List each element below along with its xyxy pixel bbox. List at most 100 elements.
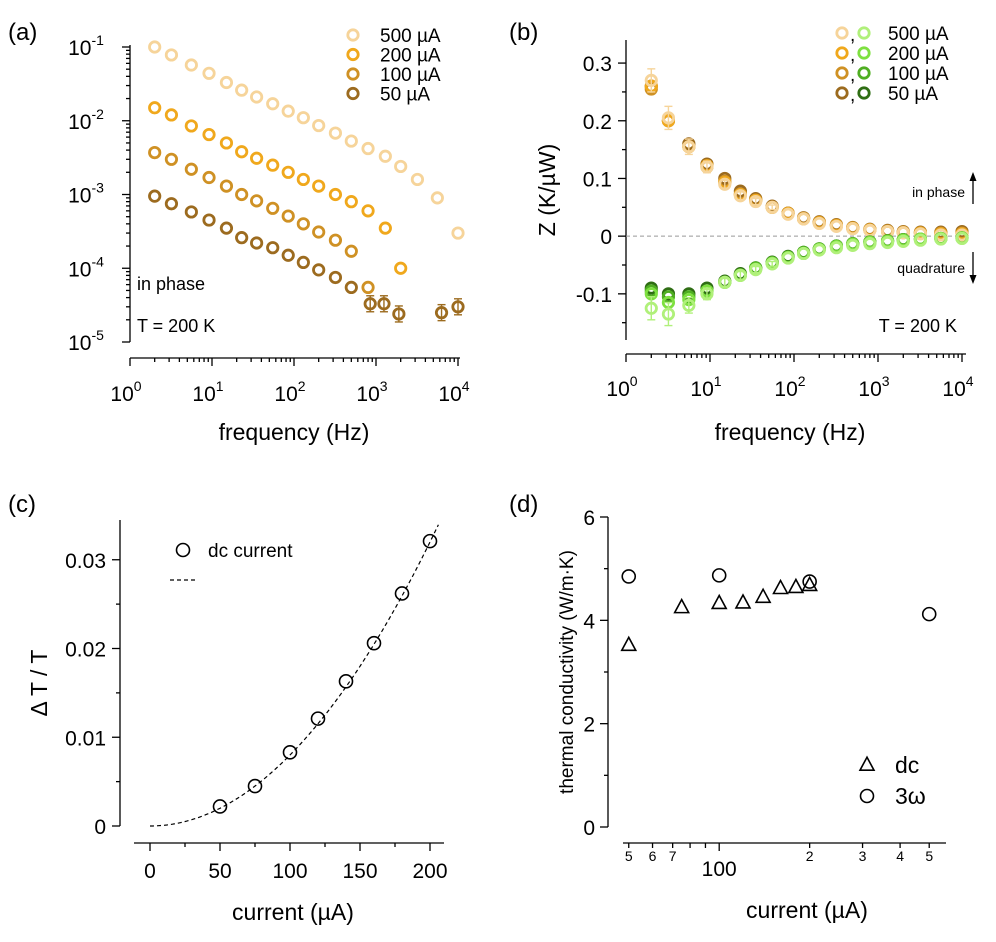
panel-a-data-point [344, 244, 358, 258]
panel-b-point-errorbar [768, 204, 777, 211]
panel-d-legend-marker-dc [858, 755, 876, 772]
panel-b-point-errorbar [664, 105, 673, 131]
panel-a-y-tick-label-base: 10 [68, 185, 91, 208]
panel-a-label: (a) [8, 19, 37, 46]
panel-b-x-tick-label-exponent: 3 [882, 373, 890, 389]
panel-b-legend-marker-in-phase [835, 46, 849, 60]
panel-a-x-tick-label-exponent: 2 [298, 378, 306, 394]
panel-a-data-point [202, 127, 216, 142]
panel-a-data-point [184, 119, 198, 133]
panel-d-legend-label-3omega: 3ω [895, 783, 926, 809]
panel-b-annotation-in-phase: in phase [912, 184, 965, 200]
panel-b-annotation-quadrature: quadrature [897, 260, 965, 276]
panel-b-in-phase-point [896, 226, 910, 240]
panel-c-x-tick-label: 50 [208, 860, 231, 883]
panel-a-data-point [344, 195, 358, 209]
panel-c-y-tick-label: 0 [94, 816, 106, 839]
panel-d-3omega-point [711, 568, 727, 583]
panel-a-legend-marker [346, 47, 360, 62]
panel-b-label: (b) [509, 19, 538, 46]
panel-b-legend-marker-in-phase [835, 66, 849, 80]
panel-b-legend-marker-in-phase [835, 26, 849, 40]
panel-a-data-point [235, 231, 249, 245]
panel-a-data-point [148, 189, 162, 203]
panel-c-data-point [212, 799, 228, 814]
panel-a-data-point [202, 66, 216, 80]
panel-a-data-point [266, 201, 280, 215]
panel-d-dc-point [754, 587, 772, 604]
panel-d-dc-point [710, 593, 728, 610]
panel-b-quadrature-point [733, 268, 747, 282]
panel-a-data-point [219, 136, 234, 150]
panel-a-data-point [312, 225, 326, 239]
panel-a-data-point [266, 158, 280, 172]
panel-a-legend-marker [346, 28, 360, 42]
panel-d-dc-point [620, 635, 638, 652]
panel-d-x-minor-tick-label: 5 [625, 848, 633, 864]
panel-a-data-point [344, 280, 358, 294]
panel-c-data-point [422, 533, 438, 549]
panel-b-point-errorbar [647, 68, 656, 93]
panel-c-y-tick-label: 0.01 [65, 727, 106, 750]
panel-a-y-tick-label-exponent: -3 [91, 180, 104, 196]
panel-a-data-point [235, 83, 249, 97]
panel-c-data-point [282, 745, 298, 760]
panel-a-data-point [235, 145, 249, 159]
panel-a-data-point [296, 111, 310, 125]
panel-b-in-phase-point [700, 160, 714, 174]
panel-a-data-point [361, 280, 375, 294]
panel-d-dc-point [772, 578, 789, 595]
panel-c-legend-label-points: dc current [208, 541, 293, 562]
panel-b-y-tick-label: -0.1 [576, 284, 612, 307]
panel-a-y-tick-label-exponent: -4 [91, 253, 104, 269]
panel-a-data-point [202, 213, 216, 227]
panel-d-x-minor-tick-label: 4 [896, 848, 904, 864]
panel-b-x-tick-label: 101 [690, 373, 721, 401]
panel-a-data-point [184, 58, 198, 72]
panel-a-x-tick-label-exponent: 4 [462, 378, 470, 394]
panel-a-y-tick-label: 10-1 [68, 32, 104, 60]
panel-b-quadrature-point [781, 251, 795, 265]
panel-c-x-tick-label: 0 [144, 860, 156, 883]
panel-b-x-tick-label-base: 10 [606, 378, 629, 401]
panel-a-x-tick-label-base: 10 [192, 383, 215, 406]
panel-b-up-arrowhead [969, 172, 977, 181]
panel-a-annotation-temp: T = 200 K [137, 316, 215, 336]
panel-b-legend-label: 200 µA [888, 44, 949, 65]
panel-b-in-phase-point [644, 73, 658, 87]
panel-b-annotation-temp: T = 200 K [879, 316, 957, 336]
panel-a-y-tick-label-exponent: -5 [91, 327, 104, 343]
panel-a-data-point [296, 217, 310, 231]
panel-d-3omega-point [621, 569, 637, 584]
panel-a-data-point [148, 145, 162, 160]
panel-c-data-point [338, 674, 354, 689]
panel-c-x-tick-label: 200 [412, 860, 447, 883]
panel-d-x-minor-tick-label: 5 [925, 848, 933, 864]
panel-a-x-axis-title: frequency (Hz) [219, 419, 370, 445]
panel-d-3omega-point [921, 606, 937, 622]
panel-b-legend-marker-quadrature [857, 86, 871, 100]
panel-d-dc-point [734, 593, 752, 609]
panel-a-data-point [250, 90, 264, 104]
panel-a-y-tick-label: 10-5 [68, 327, 104, 355]
panel-c-legend-marker [175, 542, 191, 558]
panel-a-data-point [392, 307, 406, 321]
panel-b-x-tick-label: 104 [942, 373, 973, 401]
panel-b-x-axis-title: frequency (Hz) [715, 419, 866, 445]
panel-b-x-tick-label-base: 10 [774, 378, 797, 401]
panel-c-label: (c) [8, 491, 36, 518]
panel-b-legend-label: 500 µA [888, 24, 949, 45]
panel-b-in-phase-point [661, 111, 676, 125]
panel-b-x-tick-label: 103 [858, 373, 889, 401]
panel-a-x-tick-label-exponent: 3 [380, 378, 388, 394]
panel-a-data-point [377, 297, 391, 311]
panel-a-data-point [312, 118, 326, 133]
panel-a-data-point [394, 159, 408, 174]
panel-a-data-point [281, 104, 295, 118]
panel-b-x-tick-label-exponent: 0 [630, 373, 638, 389]
panel-b-point-errorbar [647, 296, 656, 321]
panel-a-data-point [148, 40, 162, 54]
panel-c-y-tick-label: 0.03 [65, 550, 106, 573]
